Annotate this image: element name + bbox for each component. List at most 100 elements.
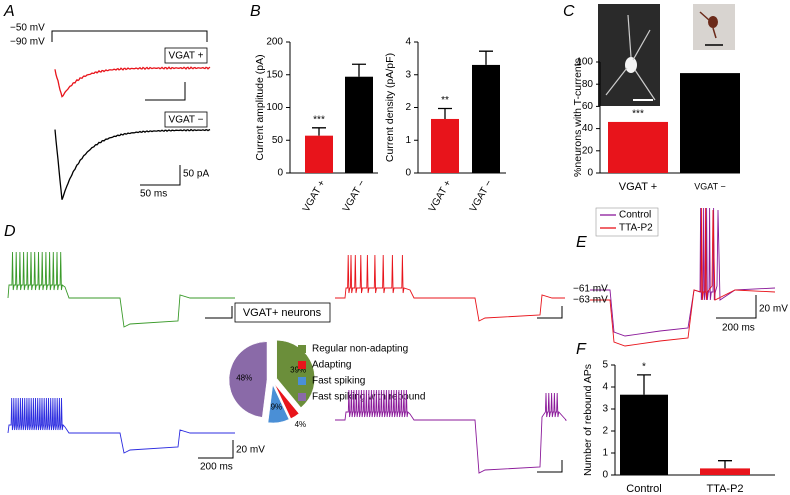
x-tick-label: TTA-P2 bbox=[706, 483, 743, 495]
scale-label: 200 ms bbox=[722, 323, 755, 334]
annotation: *** bbox=[632, 109, 644, 120]
label-box bbox=[164, 111, 208, 128]
protocol-label: −50 mV bbox=[10, 23, 45, 34]
scale-bar bbox=[145, 82, 186, 101]
y-tick-label: 150 bbox=[266, 69, 283, 80]
y-tick-label: 2 bbox=[602, 426, 608, 437]
panel-label: B bbox=[250, 3, 261, 20]
error-bar bbox=[352, 63, 366, 77]
pie-slice bbox=[276, 340, 315, 408]
legend-label: Fast spiking bbox=[312, 376, 365, 387]
y-tick-label: 5 bbox=[602, 360, 608, 371]
panel-label: C bbox=[563, 3, 575, 20]
error-bar bbox=[479, 50, 493, 65]
title-box bbox=[234, 302, 331, 323]
y-tick-label: 60 bbox=[582, 101, 594, 112]
y-tick-label: 2 bbox=[405, 102, 411, 113]
voltage-label: −61 mV bbox=[573, 284, 608, 295]
y-tick-label: 0 bbox=[587, 168, 593, 179]
dendrites bbox=[699, 11, 717, 39]
panel-label: F bbox=[576, 341, 587, 358]
trace bbox=[590, 207, 776, 347]
y-tick-label: 4 bbox=[405, 37, 411, 48]
pie-label: 39% bbox=[290, 366, 306, 375]
scale-label: 200 ms bbox=[200, 462, 233, 473]
bar bbox=[472, 64, 500, 173]
y-tick-label: 20 bbox=[582, 145, 594, 156]
trace bbox=[54, 128, 211, 200]
x-tick-label: VGAT − bbox=[468, 178, 495, 214]
protocol-label: −90 mV bbox=[10, 37, 45, 48]
trace-label: VGAT + bbox=[169, 51, 204, 62]
trace bbox=[54, 66, 211, 98]
y-axis-label: %neurons with T-currents bbox=[572, 58, 584, 177]
y-tick-label: 1 bbox=[602, 448, 608, 459]
panel-label: A bbox=[3, 3, 15, 20]
x-tick-label: Control bbox=[626, 483, 661, 495]
error-bar bbox=[312, 127, 326, 136]
voltage-label: −63 mV bbox=[573, 295, 608, 306]
panel-label: D bbox=[4, 223, 16, 240]
bar bbox=[431, 118, 459, 173]
legend-swatch bbox=[298, 361, 306, 369]
error-bar bbox=[637, 374, 651, 395]
y-axis-label: Current amplitude (pA) bbox=[254, 54, 266, 160]
y-tick-label: 0 bbox=[277, 168, 283, 179]
cell-body bbox=[708, 16, 718, 28]
scale-bar bbox=[140, 165, 181, 186]
scale-label: 20 mV bbox=[759, 304, 788, 315]
pie-title: VGAT+ neurons bbox=[243, 307, 322, 319]
x-tick-label: VGAT + bbox=[301, 178, 328, 214]
pie-slice bbox=[228, 341, 268, 418]
pie-label: 9% bbox=[271, 403, 283, 412]
error-bar bbox=[718, 460, 732, 469]
y-tick-label: 1 bbox=[405, 135, 411, 146]
legend-label: Regular non-adapting bbox=[312, 344, 408, 355]
y-axis-label: Number of rebound APs bbox=[582, 364, 594, 476]
micrograph bbox=[598, 4, 660, 106]
scale-bar bbox=[537, 460, 563, 473]
y-tick-label: 0 bbox=[405, 168, 411, 179]
scale-bar bbox=[537, 306, 563, 319]
legend-swatch bbox=[298, 377, 306, 385]
scale-label: 50 pA bbox=[183, 169, 209, 180]
y-tick-label: 0 bbox=[602, 470, 608, 481]
bar bbox=[305, 135, 333, 173]
pie-slice bbox=[267, 384, 290, 424]
y-tick-label: 100 bbox=[266, 102, 283, 113]
bar bbox=[700, 468, 750, 475]
scale-bar bbox=[205, 306, 233, 319]
trace bbox=[335, 389, 568, 474]
annotation: ** bbox=[441, 95, 449, 106]
trace bbox=[335, 254, 565, 322]
y-tick-label: 40 bbox=[582, 123, 594, 134]
y-tick-label: 3 bbox=[405, 69, 411, 80]
x-tick-label: VGAT − bbox=[341, 178, 368, 214]
bar bbox=[345, 76, 373, 173]
scale-label: 20 mV bbox=[236, 445, 265, 456]
x-tick-label: VGAT + bbox=[619, 181, 657, 193]
bar bbox=[620, 394, 668, 475]
legend-label: Adapting bbox=[312, 360, 351, 371]
dendrites bbox=[605, 14, 656, 101]
y-tick-label: 100 bbox=[576, 57, 593, 68]
scale-bar bbox=[198, 440, 234, 459]
y-tick-label: 50 bbox=[272, 135, 284, 146]
x-tick-label: VGAT − bbox=[694, 181, 725, 191]
y-tick-label: 3 bbox=[602, 404, 608, 415]
protocol bbox=[51, 30, 208, 42]
legend-label: TTA-P2 bbox=[619, 223, 653, 234]
error-bar bbox=[438, 107, 452, 119]
trace bbox=[7, 397, 235, 454]
pie-label: 4% bbox=[295, 420, 307, 429]
panel-label: E bbox=[576, 234, 587, 251]
y-tick-label: 4 bbox=[602, 382, 608, 393]
y-tick-label: 80 bbox=[582, 79, 594, 90]
legend-box bbox=[595, 207, 659, 237]
trace bbox=[7, 251, 235, 328]
scale-label: 50 ms bbox=[140, 189, 167, 200]
bar bbox=[608, 121, 668, 173]
y-axis-label: Current density (pA/pF) bbox=[384, 53, 396, 162]
bar bbox=[680, 73, 740, 173]
